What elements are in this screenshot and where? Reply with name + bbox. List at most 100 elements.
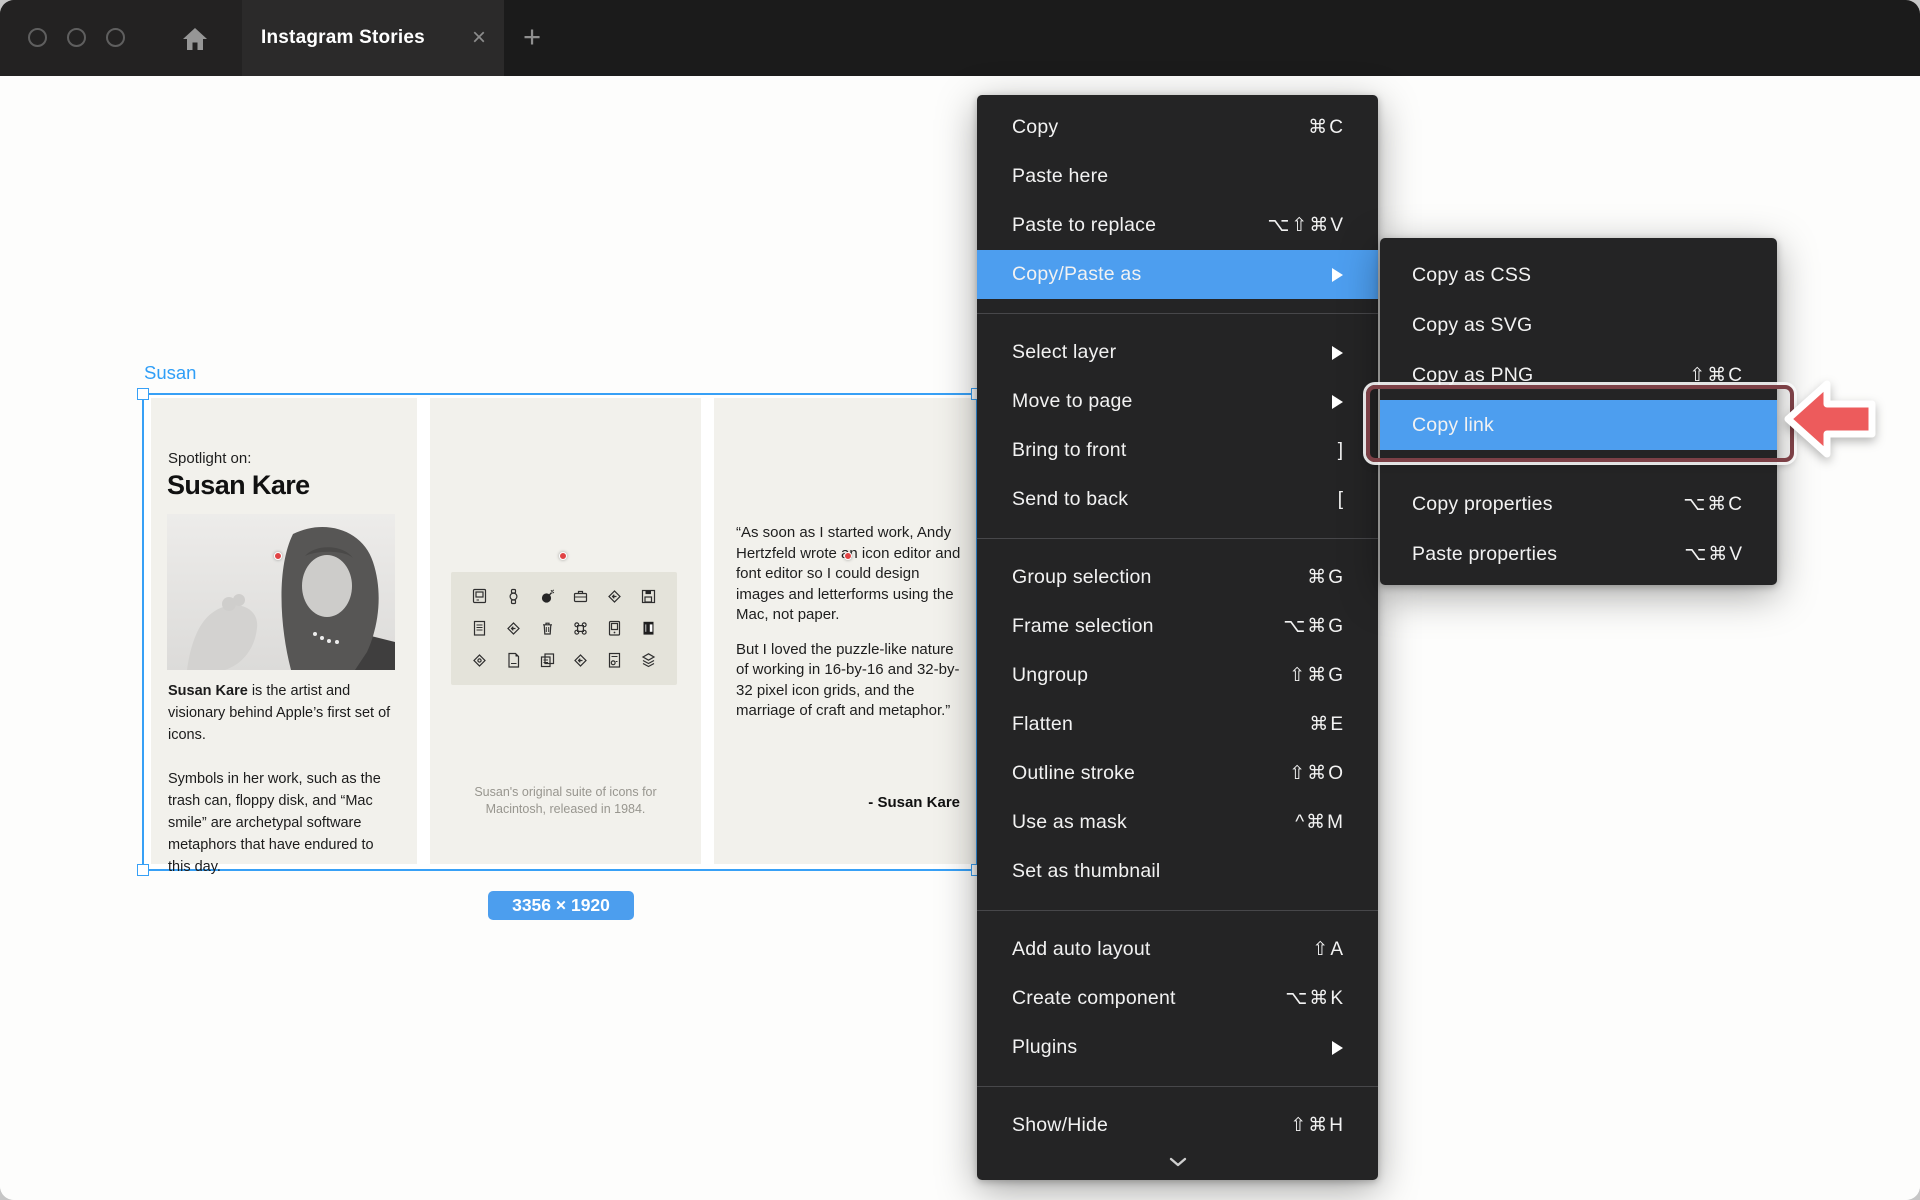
menu-item-label: Paste to replace <box>1012 214 1157 236</box>
eyebrow-text: Spotlight on: <box>168 450 252 467</box>
menu-item-label: Use as mask <box>1012 811 1127 833</box>
menu-item-paste-here[interactable]: Paste here <box>977 152 1378 201</box>
menu-item-label: Show/Hide <box>1012 1114 1109 1136</box>
window-control-zoom-icon[interactable] <box>106 28 125 47</box>
command-key-icon <box>572 620 589 637</box>
selection-handle[interactable] <box>137 388 149 400</box>
panel-body-text: Susan Kare is the artist and visionary b… <box>168 683 391 875</box>
menu-item-label: Paste properties <box>1412 542 1558 565</box>
menu-item-shortcut: ⌥⌘G <box>1283 616 1345 637</box>
new-tab-button[interactable]: + <box>522 19 542 54</box>
menu-item-shortcut: ⌥⇧⌘V <box>1267 215 1345 236</box>
submenu-caret-icon <box>1332 394 1343 409</box>
menu-item-shortcut: ⇧⌘G <box>1289 665 1345 686</box>
window-control-close-icon[interactable] <box>28 28 47 47</box>
menu-item-label: Flatten <box>1012 713 1074 735</box>
menu-separator <box>977 313 1378 314</box>
icons-caption: Susan's original suite of icons for Maci… <box>474 785 657 816</box>
menu-item-outline-stroke[interactable]: Outline stroke ⇧⌘O <box>977 749 1378 798</box>
menu-item-label: Send to back <box>1012 488 1129 510</box>
menu-item-label: Bring to front <box>1012 439 1127 461</box>
menu-item-paste-to-replace[interactable]: Paste to replace ⌥⇧⌘V <box>977 201 1378 250</box>
menu-item-label: Copy as CSS <box>1412 263 1532 286</box>
original-icons-grid <box>451 572 677 685</box>
scroll-more-chevron-icon[interactable] <box>977 1150 1378 1174</box>
menu-item-use-as-mask[interactable]: Use as mask ^⌘M <box>977 798 1378 847</box>
menu-item-shortcut: ⌥⌘K <box>1285 988 1345 1009</box>
menu-item-copy-paste-as[interactable]: Copy/Paste as <box>977 250 1378 299</box>
menu-item-set-as-thumbnail[interactable]: Set as thumbnail <box>977 847 1378 896</box>
menu-item-plugins[interactable]: Plugins <box>977 1023 1378 1072</box>
page-fold-icon <box>505 652 522 669</box>
window-control-minimize-icon[interactable] <box>67 28 86 47</box>
selected-frame[interactable]: Spotlight on: Susan Kare <box>137 388 983 876</box>
menu-item-frame-selection[interactable]: Frame selection ⌥⌘G <box>977 602 1378 651</box>
tab-close-icon[interactable]: × <box>471 24 486 51</box>
story-panel-spotlight[interactable]: Spotlight on: Susan Kare <box>151 398 417 875</box>
menu-item-copy-properties[interactable]: Copy properties ⌥⌘C <box>1380 479 1777 529</box>
menu-item-copy-as-png[interactable]: Copy as PNG ⇧⌘C <box>1380 350 1777 400</box>
titlebar: Instagram Stories × + <box>0 0 1920 76</box>
menu-item-group-selection[interactable]: Group selection ⌘G <box>977 553 1378 602</box>
red-marker-icon <box>274 552 282 560</box>
copy-stack-icon <box>539 652 556 669</box>
susan-kare-photo <box>167 514 395 670</box>
menu-item-shortcut: ^⌘M <box>1295 812 1345 833</box>
menu-item-flatten[interactable]: Flatten ⌘E <box>977 700 1378 749</box>
folder-send-icon <box>505 620 522 637</box>
menu-item-label: Add auto layout <box>1012 938 1151 960</box>
submenu-caret-icon <box>1332 345 1343 360</box>
menu-item-copy-link[interactable]: Copy link <box>1380 400 1777 450</box>
menu-item-label: Group selection <box>1012 566 1152 588</box>
home-icon <box>183 28 207 50</box>
tab-instagram-stories[interactable]: Instagram Stories × <box>242 0 504 76</box>
menu-item-bring-to-front[interactable]: Bring to front] <box>977 426 1378 475</box>
seal-icon <box>471 652 488 669</box>
menu-item-move-to-page[interactable]: Move to page <box>977 377 1378 426</box>
menu-item-copy-as-css[interactable]: Copy as CSS <box>1380 250 1777 300</box>
menu-item-label: Plugins <box>1012 1036 1078 1058</box>
dark-door-icon <box>640 620 657 637</box>
menu-item-label: Outline stroke <box>1012 762 1136 784</box>
menu-item-label: Move to page <box>1012 390 1133 412</box>
menu-separator <box>977 910 1378 911</box>
menu-item-shortcut: ⌥⌘C <box>1683 493 1744 515</box>
story-panel-quote[interactable]: “As soon as I started work, Andy Hertzfe… <box>714 398 976 864</box>
menu-item-create-component[interactable]: Create component ⌥⌘K <box>977 974 1378 1023</box>
submenu-caret-icon <box>1332 1040 1343 1055</box>
home-button[interactable] <box>180 24 210 54</box>
menu-item-label: Paste here <box>1012 165 1109 187</box>
layers-icon <box>640 652 657 669</box>
menu-item-label: Create component <box>1012 987 1176 1009</box>
menu-item-shortcut: ⇧⌘C <box>1689 364 1744 386</box>
menu-item-shortcut: ] <box>1337 439 1345 461</box>
briefcase-icon <box>572 588 589 605</box>
trash-can-icon <box>539 620 556 637</box>
menu-item-shortcut: ⌘E <box>1309 714 1345 735</box>
menu-item-send-to-back[interactable]: Send to back [ <box>977 475 1378 524</box>
macintosh-icon <box>471 588 488 605</box>
menu-item-show-hide[interactable]: Show/Hide ⇧⌘H <box>977 1101 1378 1150</box>
menu-item-copy-as-svg[interactable]: Copy as SVG <box>1380 300 1777 350</box>
frame-name-label[interactable]: Susan <box>144 362 197 383</box>
story-panel-icons[interactable]: Susan's original suite of icons for Maci… <box>430 398 701 864</box>
menu-item-label: Copy <box>1012 116 1059 138</box>
menu-item-select-layer[interactable]: Select layer <box>977 328 1378 377</box>
watch-icon <box>505 588 522 605</box>
menu-item-shortcut: ⌥⌘V <box>1684 543 1744 565</box>
menu-item-copy[interactable]: Copy ⌘C <box>977 103 1378 152</box>
menu-item-label: Copy as SVG <box>1412 313 1533 336</box>
tab-title: Instagram Stories <box>261 27 425 48</box>
menu-item-paste-properties[interactable]: Paste properties ⌥⌘V <box>1380 529 1777 579</box>
menu-item-label: Frame selection <box>1012 615 1154 637</box>
menu-item-add-auto-layout[interactable]: Add auto layout ⇧A <box>977 925 1378 974</box>
selection-handle[interactable] <box>137 864 149 876</box>
floppy-disk-icon <box>640 588 657 605</box>
menu-separator <box>1380 464 1777 465</box>
dimensions-badge: 3356 × 1920 <box>488 891 634 920</box>
macintosh-screen-icon <box>606 620 623 637</box>
menu-item-ungroup[interactable]: Ungroup ⇧⌘G <box>977 651 1378 700</box>
window-controls <box>0 0 242 76</box>
annotation-arrow-icon <box>1780 378 1920 467</box>
